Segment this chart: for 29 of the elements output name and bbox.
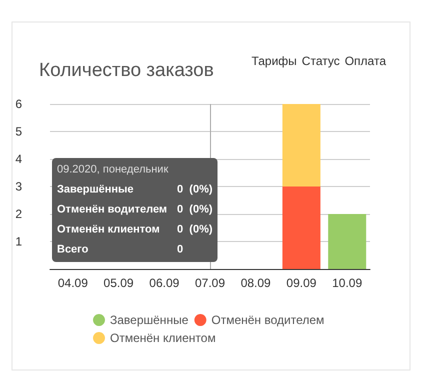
- y-tick-label: 3: [15, 180, 22, 194]
- x-tick-label: 06.09: [149, 276, 180, 290]
- y-tick-label: 6: [15, 97, 22, 111]
- y-tick-label: 1: [15, 234, 22, 248]
- chart-title: Количество заказов: [39, 60, 214, 81]
- y-tick-label: 5: [15, 124, 22, 138]
- annotation: 09.2020, понедельник: [57, 164, 168, 176]
- text: Статус: [302, 54, 340, 68]
- legend-label: Завершённые: [110, 313, 189, 327]
- annotation: 0: [177, 244, 184, 256]
- legend-label: Отменён клиентом: [110, 331, 216, 345]
- annotation: 0 (0%): [177, 184, 213, 196]
- y-tick-label: 2: [15, 207, 22, 221]
- annotation: Отменён водителем: [57, 204, 168, 216]
- x-tick-label: 09.09: [286, 276, 317, 290]
- annotation: Завершённые: [57, 184, 134, 196]
- text: Оплата: [344, 54, 386, 68]
- x-tick-label: 07.09: [194, 276, 226, 290]
- annotation: 0 (0%): [177, 224, 213, 236]
- y-tick-label: 4: [15, 152, 22, 166]
- annotation: Отменён клиентом: [57, 224, 160, 236]
- x-tick-label: 05.09: [104, 276, 134, 290]
- x-tick-label: 08.09: [240, 276, 272, 290]
- annotation: Всего: [57, 244, 89, 256]
- text: Тарифы: [251, 54, 297, 68]
- legend-label: Отменён водителем: [211, 313, 324, 327]
- x-tick-label: 04.09: [58, 276, 88, 290]
- x-tick-label: 10.09: [332, 276, 362, 290]
- annotation: 0 (0%): [177, 204, 213, 216]
